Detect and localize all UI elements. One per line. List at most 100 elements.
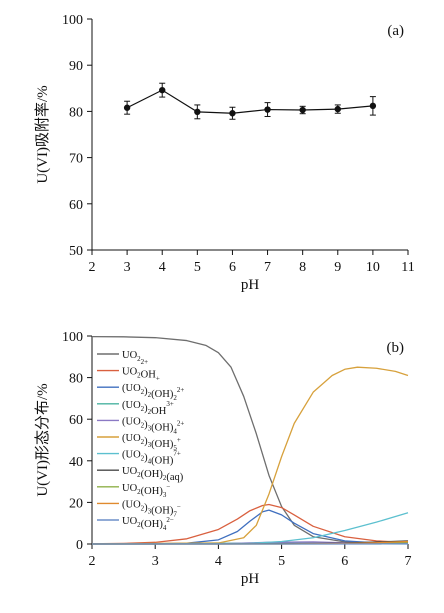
panel-label: (a) bbox=[387, 23, 404, 39]
y-tick-label: 70 bbox=[69, 152, 83, 167]
legend-text: (OH) bbox=[141, 469, 164, 480]
legend-text: ) bbox=[144, 419, 148, 430]
legend-subscript: 2 bbox=[137, 488, 141, 496]
x-tick-label: 5 bbox=[194, 260, 201, 275]
legend-subscript: 3 bbox=[148, 507, 152, 515]
legend-subscript: 2 bbox=[137, 521, 141, 529]
legend-charge: 3+ bbox=[166, 400, 174, 408]
x-tick-label: 2 bbox=[89, 554, 96, 569]
legend-text: (OH) bbox=[151, 389, 174, 400]
legend-text: ) bbox=[144, 386, 148, 397]
data-point bbox=[299, 106, 306, 114]
legend-subscript: 4 bbox=[148, 458, 152, 466]
legend-text: (UO bbox=[122, 499, 141, 510]
legend-text: (UO bbox=[122, 400, 141, 411]
legend-text: (OH) bbox=[141, 486, 164, 497]
data-point bbox=[159, 86, 166, 94]
legend-subscript: 2 bbox=[141, 504, 145, 512]
x-tick-label: 3 bbox=[124, 260, 131, 275]
legend-entry: (UO2)3(OH)7− bbox=[122, 499, 181, 518]
y-tick-label: 90 bbox=[69, 59, 83, 74]
y-tick-label: 100 bbox=[62, 330, 83, 345]
data-point bbox=[334, 105, 341, 113]
x-tick-label: 11 bbox=[401, 260, 414, 275]
legend-text: OH bbox=[151, 406, 167, 417]
x-tick-label: 7 bbox=[405, 554, 412, 569]
legend-entry: (UO2)3(OH)5+ bbox=[122, 433, 181, 452]
legend-subscript: 5 bbox=[173, 444, 177, 452]
legend-entry: UO2(OH)2(aq) bbox=[122, 466, 184, 483]
legend-entry: (UO2)2OH3+ bbox=[122, 400, 174, 417]
legend-entry: (UO2)3(OH)42+ bbox=[122, 416, 184, 435]
legend-entry: (UO2)2(OH)22+ bbox=[122, 383, 184, 402]
legend-text: ) bbox=[144, 502, 148, 513]
legend-charge: 2− bbox=[166, 516, 174, 524]
x-tick-label: 10 bbox=[366, 260, 380, 275]
y-axis-label: U(VI)形态分布/% bbox=[34, 383, 51, 496]
legend-subscript: 7 bbox=[173, 510, 177, 518]
legend-text: (OH) bbox=[151, 439, 174, 450]
legend-subscript: 2 bbox=[141, 388, 145, 396]
legend-subscript: 4 bbox=[173, 427, 177, 435]
legend-text: (OH) bbox=[141, 519, 164, 530]
legend-subscript: 2 bbox=[173, 394, 177, 402]
x-tick-label: 4 bbox=[159, 260, 166, 275]
legend-subscript: 2 bbox=[141, 455, 145, 463]
panel-label: (b) bbox=[387, 340, 405, 356]
data-point bbox=[369, 102, 377, 110]
series-line bbox=[91, 335, 409, 545]
series-line bbox=[91, 366, 409, 545]
legend-entry: UO2OH+ bbox=[122, 367, 160, 383]
legend-subscript: 2 bbox=[163, 474, 167, 482]
x-tick-label: 7 bbox=[264, 260, 271, 275]
legend-text: UO bbox=[122, 483, 138, 494]
legend-charge: − bbox=[177, 502, 181, 510]
legend-entry: (UO2)4(OH)7+ bbox=[122, 450, 181, 467]
legend-subscript: 2 bbox=[137, 372, 141, 380]
y-tick-label: 40 bbox=[69, 455, 83, 470]
legend-text: UO bbox=[122, 466, 138, 477]
y-axis-label: U(VI)吸附率/% bbox=[34, 85, 51, 183]
x-tick-label: 6 bbox=[229, 260, 236, 275]
x-tick-label: 3 bbox=[152, 554, 159, 569]
legend-text: UO bbox=[122, 350, 138, 361]
legend-subscript: 2 bbox=[141, 438, 145, 446]
legend-text: (OH) bbox=[151, 456, 174, 467]
legend-text: (aq) bbox=[166, 472, 183, 483]
y-tick-label: 80 bbox=[69, 372, 83, 387]
legend-text: UO bbox=[122, 367, 138, 378]
legend-text: (OH) bbox=[151, 422, 174, 433]
legend-charge: + bbox=[177, 436, 181, 444]
legend-text: OH bbox=[141, 370, 157, 381]
legend-subscript: 2 bbox=[148, 391, 152, 399]
y-tick-label: 100 bbox=[62, 13, 83, 28]
y-tick-label: 60 bbox=[69, 198, 83, 213]
legend-subscript: + bbox=[156, 375, 160, 383]
y-tick-label: 60 bbox=[69, 413, 83, 428]
legend-subscript: 2 bbox=[137, 355, 141, 363]
legend-text: (UO bbox=[122, 416, 141, 427]
legend-text: ) bbox=[144, 453, 148, 464]
legend-subscript: 2 bbox=[148, 408, 152, 416]
x-tick-label: 9 bbox=[334, 260, 341, 275]
adsorption-line bbox=[126, 89, 373, 114]
y-tick-label: 80 bbox=[69, 105, 83, 120]
panel-b: 2 3 4 5 6 7020406080100pHU(VI)形态分布/%(b)UO22+U… bbox=[34, 330, 412, 587]
data-point bbox=[264, 106, 271, 113]
legend-entry: UO22+ bbox=[122, 350, 148, 366]
legend-charge: 2+ bbox=[177, 419, 185, 427]
legend-subscript: 2+ bbox=[141, 358, 149, 366]
legend-charge: 7+ bbox=[173, 450, 181, 458]
legend-text: (OH) bbox=[151, 505, 174, 516]
y-tick-label: 50 bbox=[69, 244, 83, 259]
legend-subscript: 4 bbox=[163, 524, 167, 532]
legend-charge: − bbox=[166, 483, 170, 491]
legend-entry: UO2(OH)3− bbox=[122, 483, 170, 499]
legend-entry: UO2(OH)42− bbox=[122, 516, 174, 532]
legend-text: UO bbox=[122, 516, 138, 527]
x-tick-label: 8 bbox=[299, 260, 306, 275]
legend-subscript: 3 bbox=[163, 491, 167, 499]
x-tick-label: 5 bbox=[278, 554, 285, 569]
legend-subscript: 2 bbox=[137, 471, 141, 479]
y-tick-label: 0 bbox=[76, 538, 83, 553]
